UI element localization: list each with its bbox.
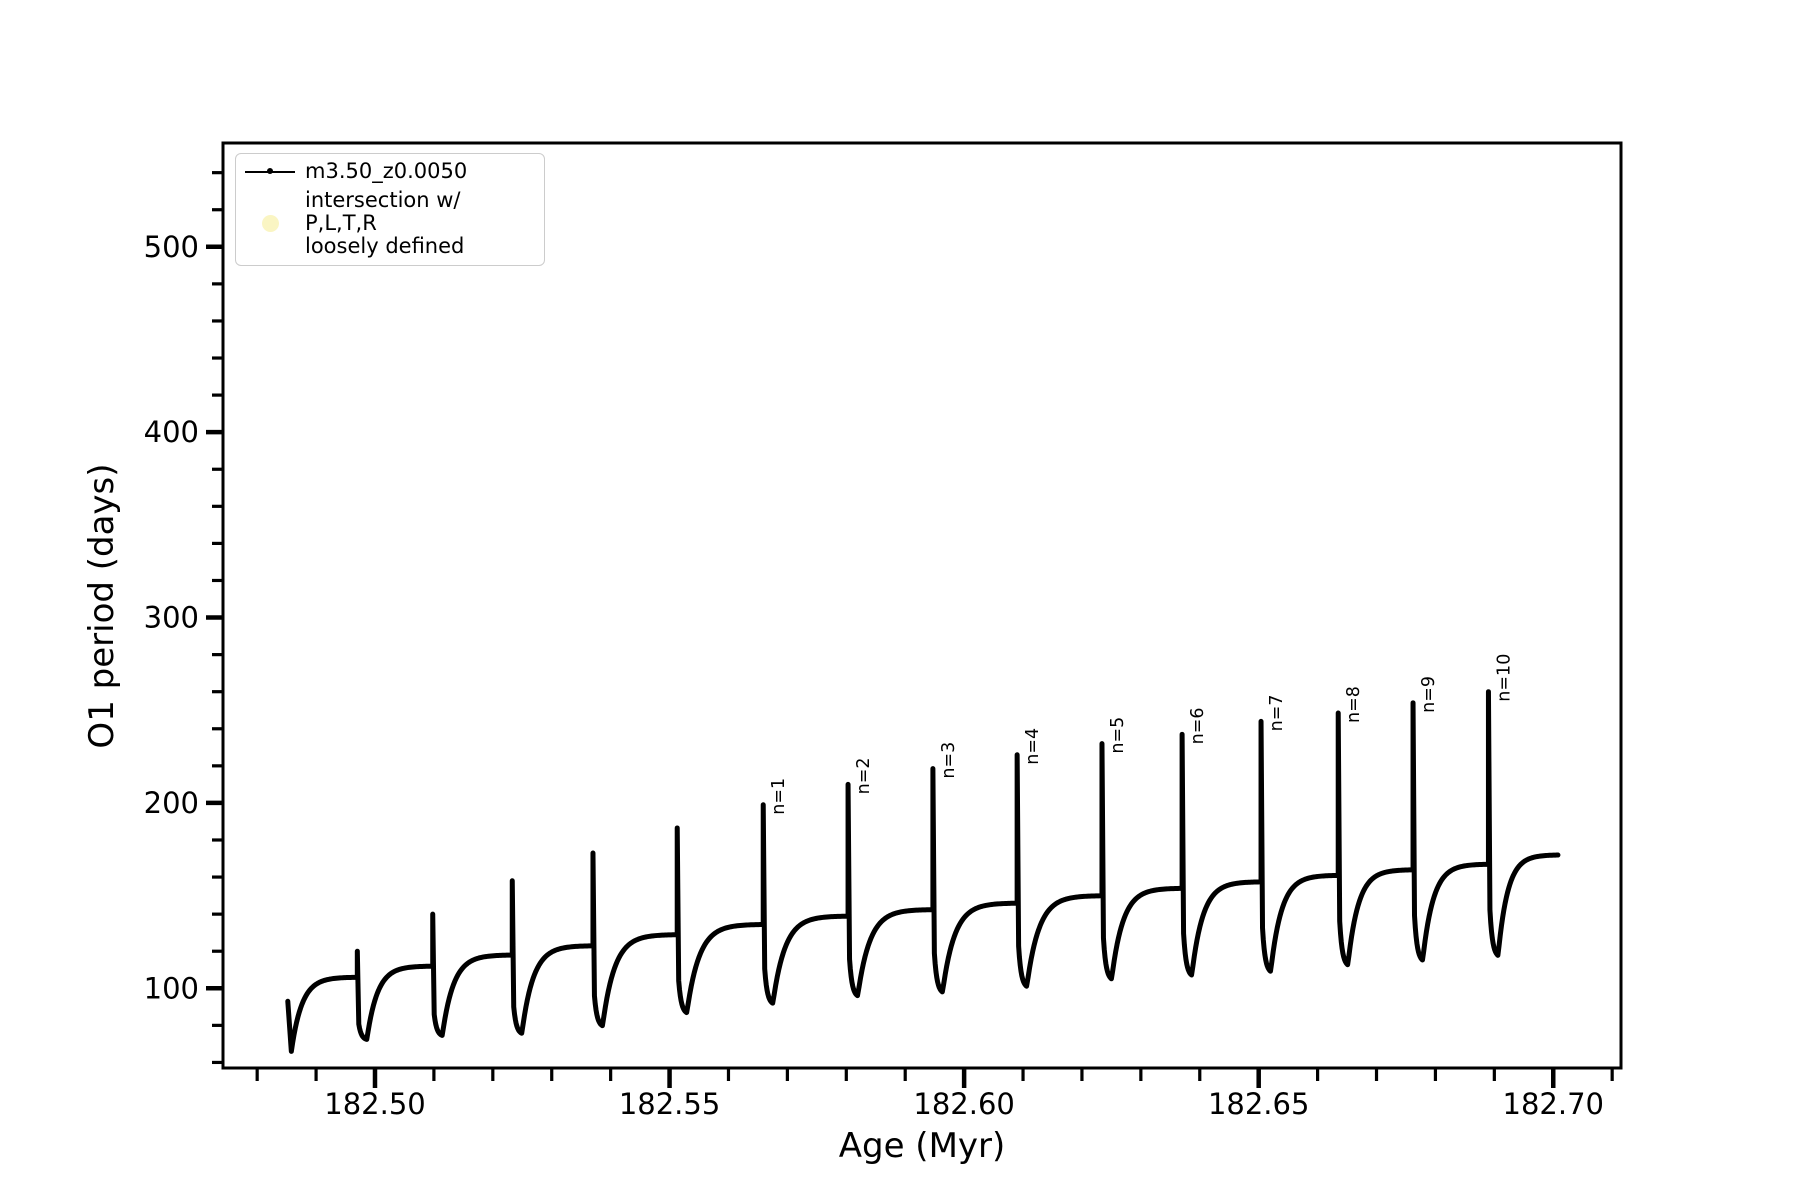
x-tick-label: 182.60 [913, 1087, 1014, 1121]
resonance-label: n=8 [1344, 686, 1364, 723]
y-tick-label: 500 [144, 230, 199, 264]
resonance-label: n=1 [769, 778, 789, 815]
series-curve [285, 689, 1561, 1054]
resonance-label: n=5 [1108, 717, 1128, 754]
legend-intersection-line2: loosely defined [305, 234, 465, 258]
legend-item-intersection: intersection w/ P,L,T,R loosely defined [244, 189, 532, 258]
legend-line-marker [244, 168, 296, 174]
legend: m3.50_z0.0050 intersection w/ P,L,T,R lo… [235, 153, 545, 266]
legend-circle-marker [244, 215, 296, 232]
y-tick-label: 200 [144, 786, 199, 820]
circle-marker-icon [261, 215, 279, 232]
legend-intersection-label: intersection w/ P,L,T,R loosely defined [305, 189, 532, 258]
x-tick-label: 182.50 [324, 1087, 425, 1121]
resonance-label: n=4 [1023, 728, 1043, 765]
line-marker-icon [245, 168, 295, 174]
x-tick-label: 182.65 [1208, 1087, 1309, 1121]
y-tick-label: 300 [144, 601, 199, 635]
x-axis-title: Age (Myr) [838, 1126, 1006, 1166]
y-tick-label: 400 [144, 415, 199, 449]
resonance-label: n=2 [854, 757, 874, 794]
resonance-label: n=7 [1267, 694, 1287, 731]
y-tick-label: 100 [144, 971, 199, 1005]
resonance-label: n=6 [1188, 707, 1208, 744]
legend-item-series: m3.50_z0.0050 [244, 160, 532, 183]
x-tick-label: 182.70 [1503, 1087, 1604, 1121]
resonance-label: n=3 [939, 742, 959, 779]
resonance-label: n=10 [1494, 654, 1514, 702]
resonance-label: n=9 [1419, 676, 1439, 713]
legend-intersection-line1: intersection w/ P,L,T,R [305, 188, 461, 235]
plot-frame [221, 141, 1623, 1070]
dot-marker-icon [267, 168, 273, 174]
y-axis-title: O1 period (days) [82, 463, 122, 749]
x-tick-label: 182.55 [619, 1087, 720, 1121]
legend-series-label: m3.50_z0.0050 [305, 159, 468, 183]
